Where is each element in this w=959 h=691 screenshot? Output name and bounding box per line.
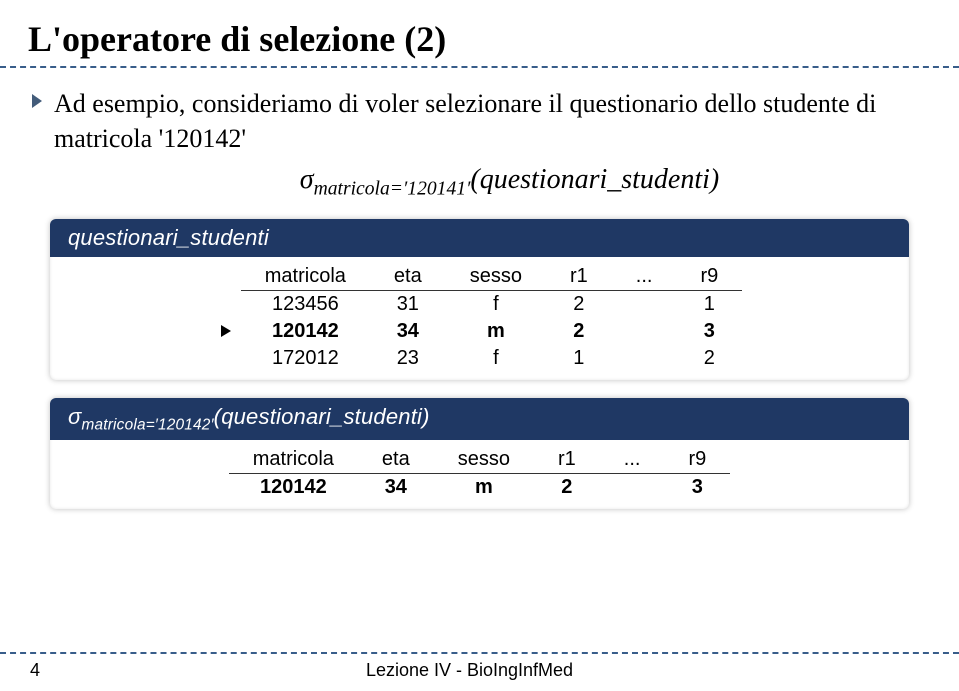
cell	[612, 318, 677, 345]
marker-col-head	[217, 263, 241, 291]
triangle-marker-icon	[221, 325, 231, 337]
col-header: eta	[358, 446, 434, 474]
cell: 34	[370, 318, 446, 345]
table-body-result: matricolaetasessor1...r9 12014234m2 3	[50, 440, 909, 509]
formula-open: (	[470, 164, 479, 195]
col-header: r9	[664, 446, 730, 474]
cell: 2	[546, 290, 612, 318]
sigma-symbol: σ	[300, 164, 314, 195]
table-row: 12345631f2 1	[217, 290, 742, 318]
col-header: ...	[600, 446, 665, 474]
table-block-source: questionari_studenti matricolaetasessor1…	[50, 219, 909, 380]
table-header-result: σmatricola=′120142′(questionari_studenti…	[50, 398, 909, 440]
cell: 3	[664, 474, 730, 502]
header2-sub: matricola=′120142′	[81, 416, 213, 433]
col-header: ...	[612, 263, 677, 291]
cell: 23	[370, 345, 446, 372]
h2-sub-num: 120142	[158, 416, 211, 433]
h2-sub-pre: matricola=	[81, 416, 154, 433]
sub-num: 120141	[407, 179, 466, 200]
data-table-source: matricolaetasessor1...r912345631f2112014…	[217, 263, 742, 372]
col-header: r1	[546, 263, 612, 291]
formula-arg: questionari_studenti	[480, 164, 710, 195]
cell: 2	[676, 345, 742, 372]
cell: 120142	[241, 318, 370, 345]
cell: f	[446, 290, 546, 318]
cell: 1	[546, 345, 612, 372]
formula: σmatricola=′120141′(questionari_studenti…	[28, 164, 931, 201]
table-body-source: matricolaetasessor1...r912345631f2112014…	[50, 257, 909, 380]
data-table-result: matricolaetasessor1...r9 12014234m2 3	[229, 446, 730, 501]
bullet-icon	[32, 94, 42, 108]
cell: m	[446, 318, 546, 345]
col-header: sesso	[446, 263, 546, 291]
col-header: matricola	[241, 263, 370, 291]
footer: 4 Lezione IV - BioIngInfMed	[0, 652, 959, 681]
footer-inner: 4 Lezione IV - BioIngInfMed	[0, 660, 959, 681]
col-header: r9	[676, 263, 742, 291]
cell: 34	[358, 474, 434, 502]
cell: 172012	[241, 345, 370, 372]
col-header: matricola	[229, 446, 358, 474]
cell: 2	[546, 318, 612, 345]
table-header-source: questionari_studenti	[50, 219, 909, 257]
cell: 1	[676, 290, 742, 318]
title-underline	[0, 66, 959, 68]
cell	[600, 474, 665, 502]
col-header: eta	[370, 263, 446, 291]
formula-subscript: matricola=′120141′	[314, 179, 471, 200]
cell: 2	[534, 474, 600, 502]
slide-title: L'operatore di selezione (2)	[28, 18, 931, 60]
col-header: r1	[534, 446, 600, 474]
cell	[612, 345, 677, 372]
cell: f	[446, 345, 546, 372]
h2-close: )	[422, 404, 430, 429]
sigma-symbol-2: σ	[68, 404, 81, 429]
cell: 120142	[229, 474, 358, 502]
cell: 31	[370, 290, 446, 318]
col-header: sesso	[434, 446, 534, 474]
sub-pre: matricola=	[314, 179, 403, 200]
slide: L'operatore di selezione (2) Ad esempio,…	[0, 0, 959, 691]
table-row: 12014234m2 3	[217, 318, 742, 345]
lecture-label: Lezione IV - BioIngInfMed	[10, 660, 929, 681]
table-row: 12014234m2 3	[229, 474, 730, 502]
row-marker-cell	[217, 318, 241, 345]
cell: m	[434, 474, 534, 502]
row-marker-cell	[217, 290, 241, 318]
row-marker-cell	[217, 345, 241, 372]
cell: 123456	[241, 290, 370, 318]
table-block-result: σmatricola=′120142′(questionari_studenti…	[50, 398, 909, 509]
cell: 3	[676, 318, 742, 345]
formula-close: )	[710, 164, 719, 195]
bullet-text: Ad esempio, consideriamo di voler selezi…	[54, 86, 931, 156]
bullet-row: Ad esempio, consideriamo di voler selezi…	[32, 86, 931, 156]
table-row: 17201223f1 2	[217, 345, 742, 372]
cell	[612, 290, 677, 318]
h2-arg: questionari_studenti	[221, 404, 422, 429]
